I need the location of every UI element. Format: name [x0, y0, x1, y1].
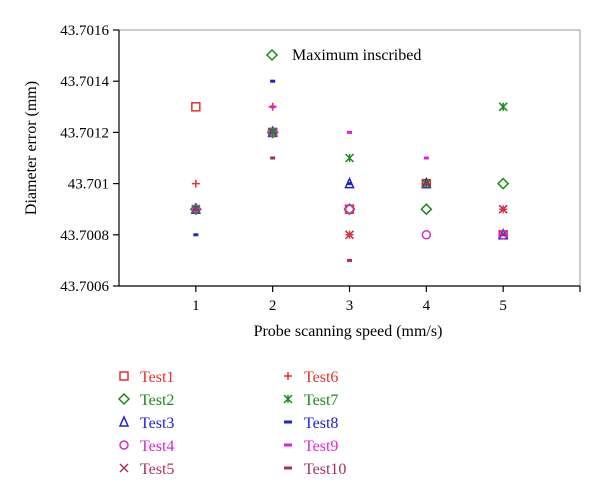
legend-label: Test1 — [140, 369, 174, 386]
x-tick-label: 4 — [423, 298, 431, 314]
legend-item-test8: Test8 — [284, 415, 338, 432]
legend-item-test5: Test5 — [119, 461, 174, 478]
legend-label: Test5 — [140, 461, 174, 478]
data-point — [423, 182, 429, 186]
legend-label: Test10 — [304, 461, 346, 478]
data-point — [347, 130, 352, 134]
y-tick-label: 43.701 — [68, 177, 109, 193]
data-point — [268, 127, 278, 137]
data-point — [270, 156, 276, 160]
data-point — [499, 205, 508, 214]
series-test10 — [193, 156, 506, 262]
y-tick-label: 43.7012 — [60, 125, 109, 141]
legend: Test1 Test2 Test3 Test4 Test5 Test6 Test7 Test8… — [117, 369, 346, 478]
legend-marker — [119, 463, 129, 473]
legend-item-test10: Test10 — [284, 461, 346, 478]
y-tick-label: 43.7014 — [60, 74, 109, 90]
data-point — [270, 79, 276, 83]
legend-item-test3: Test3 — [118, 415, 174, 432]
data-point — [497, 177, 510, 190]
data-point — [191, 179, 200, 188]
annotation-marker — [265, 48, 279, 62]
annotation-text: Maximum inscribed — [292, 47, 421, 64]
legend-label: Test9 — [304, 438, 338, 455]
legend-label: Test4 — [140, 438, 174, 455]
data-point — [500, 233, 506, 237]
legend-item-test9: Test9 — [284, 438, 338, 455]
legend-label: Test3 — [140, 415, 174, 432]
data-point — [193, 233, 199, 237]
legend-marker — [119, 371, 129, 381]
legend-label: Test7 — [304, 392, 338, 409]
data-point — [193, 207, 199, 211]
legend-item-test2: Test2 — [117, 392, 174, 409]
x-tick-label: 1 — [192, 298, 200, 314]
legend-label: Test8 — [304, 415, 338, 432]
legend-marker — [284, 443, 292, 447]
y-tick-label: 43.7006 — [60, 279, 109, 295]
legend-marker — [284, 372, 292, 380]
x-tick-label: 5 — [499, 298, 507, 314]
y-axis-label: Diameter error (mm) — [23, 81, 40, 215]
data-point — [270, 105, 276, 109]
y-tick-label: 43.7016 — [60, 23, 109, 39]
data-point — [421, 230, 432, 240]
data-point — [423, 156, 429, 160]
legend-label: Test2 — [140, 392, 174, 409]
data-point — [345, 230, 354, 239]
legend-marker — [284, 466, 292, 470]
y-tick-label: 43.7008 — [60, 228, 109, 244]
data-marks — [189, 79, 510, 262]
data-point — [344, 204, 355, 214]
legend-item-test1: Test1 — [119, 369, 174, 386]
legend-marker — [283, 394, 293, 404]
data-point — [498, 230, 508, 240]
data-point — [420, 203, 433, 216]
legend-marker — [117, 392, 131, 406]
data-point — [498, 102, 508, 112]
legend-item-test7: Test7 — [283, 392, 338, 409]
axes: 43.7006 43.7008 43.701 43.7012 43.7014 43.701… — [60, 23, 581, 314]
x-tick-label: 3 — [346, 298, 354, 314]
legend-marker — [119, 440, 129, 450]
legend-item-test6: Test6 — [284, 369, 338, 386]
x-tick-label: 2 — [269, 298, 277, 314]
legend-marker — [118, 415, 130, 427]
annotation: Maximum inscribed — [265, 47, 421, 64]
x-axis-label: Probe scanning speed (mm/s) — [254, 323, 443, 340]
legend-item-test4: Test4 — [119, 438, 174, 455]
legend-label: Test6 — [304, 369, 338, 386]
legend-marker — [284, 420, 292, 424]
series-test4 — [191, 127, 508, 240]
data-point — [344, 153, 355, 163]
data-point — [191, 102, 201, 112]
data-point — [347, 182, 352, 186]
data-point — [347, 258, 352, 262]
